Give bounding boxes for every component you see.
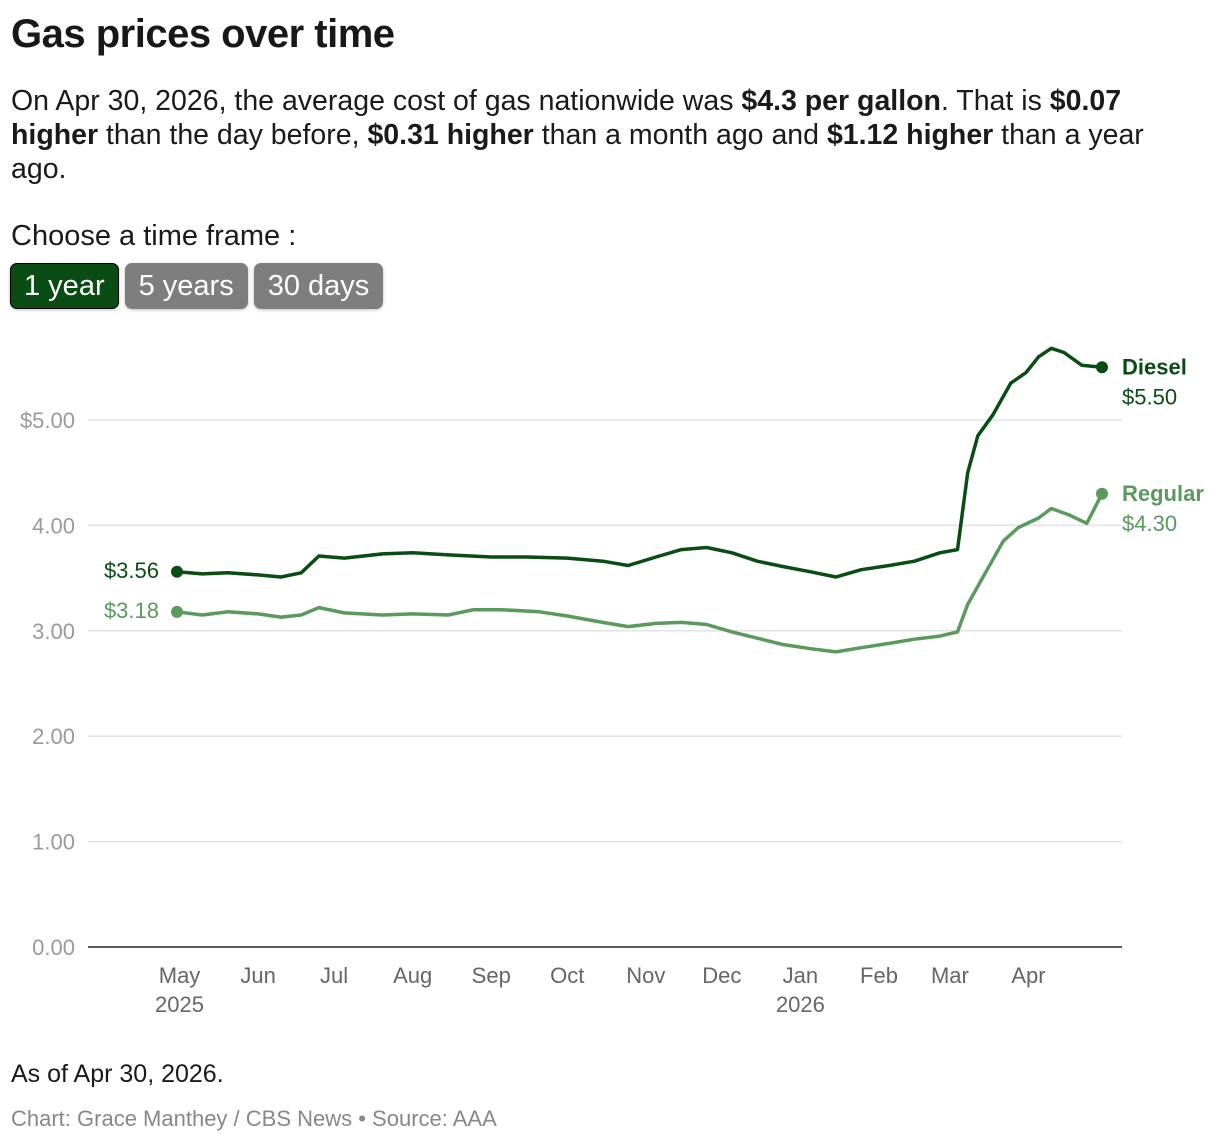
x-tick-label: Jan — [783, 963, 818, 988]
subtitle-highlight-price: $4.3 per gallon — [741, 85, 941, 117]
y-tick-label: $5.00 — [20, 408, 75, 433]
x-tick-label: Mar — [931, 963, 969, 988]
y-tick-label: 3.00 — [32, 619, 75, 644]
y-tick-label: 2.00 — [32, 724, 75, 749]
y-tick-label: 0.00 — [32, 935, 75, 960]
x-tick-label: Oct — [550, 963, 584, 988]
subtitle-text: than a year ago. — [11, 119, 1144, 185]
x-tick-label: May — [159, 963, 201, 988]
timeframe-1-year-button[interactable]: 1 year — [10, 263, 119, 309]
subtitle-highlight-day: $0.07 higher — [11, 85, 1122, 151]
chart-subtitle: On Apr 30, 2026, the average cost of gas… — [11, 84, 1206, 186]
regular-start-point — [171, 605, 183, 618]
regular-line — [175, 492, 1104, 654]
subtitle-highlight-year: $1.12 higher — [826, 119, 994, 151]
diesel-end-point — [1096, 361, 1108, 374]
x-tick-label: Jun — [240, 963, 275, 988]
diesel-start-point — [171, 565, 183, 578]
x-tick-label: Jul — [320, 963, 348, 988]
timeframe-label: Choose a time frame : — [11, 220, 297, 252]
regular-start-label: $3.18 — [104, 598, 159, 623]
chart-credit: Chart: Grace Manthey / CBS News • Source… — [11, 1106, 497, 1131]
diesel-end-label: $5.50 — [1122, 384, 1177, 409]
timeframe-5-years-button[interactable]: 5 years — [124, 263, 248, 309]
regular-series-name: Regular — [1122, 481, 1204, 506]
x-year-label: 2025 — [155, 992, 204, 1017]
regular-end-point — [1096, 487, 1108, 500]
subtitle-text: than a month ago and — [533, 119, 827, 151]
subtitle-text: than the day before, — [98, 119, 368, 151]
regular-end-label: $4.30 — [1122, 511, 1177, 536]
x-tick-label: Nov — [626, 963, 665, 988]
y-tick-label: 1.00 — [32, 830, 75, 855]
diesel-start-label: $3.56 — [104, 558, 159, 583]
subtitle-highlight-month: $0.31 higher — [367, 119, 534, 151]
timeframe-buttons: 1 year 5 years 30 days — [10, 263, 384, 309]
chart-title: Gas prices over time — [11, 12, 395, 56]
diesel-line — [175, 346, 1104, 579]
x-tick-label: Feb — [860, 963, 898, 988]
as-of-note: As of Apr 30, 2026. — [11, 1060, 224, 1088]
x-year-label: 2026 — [776, 992, 825, 1017]
subtitle-text: . That is — [940, 85, 1050, 117]
x-tick-label: Aug — [393, 963, 432, 988]
diesel-series-name: Diesel — [1122, 354, 1187, 379]
x-tick-label: Sep — [472, 963, 511, 988]
subtitle-text: On Apr 30, 2026, the average cost of gas… — [11, 85, 742, 117]
x-tick-label: Dec — [702, 963, 741, 988]
y-tick-label: 4.00 — [32, 513, 75, 538]
timeframe-30-days-button[interactable]: 30 days — [253, 263, 384, 309]
x-tick-label: Apr — [1011, 963, 1045, 988]
line-chart: 0.00 1.00 2.00 3.00 4.00 $5.00 May Jun Jul Aug Sep… — [20, 346, 1204, 1017]
